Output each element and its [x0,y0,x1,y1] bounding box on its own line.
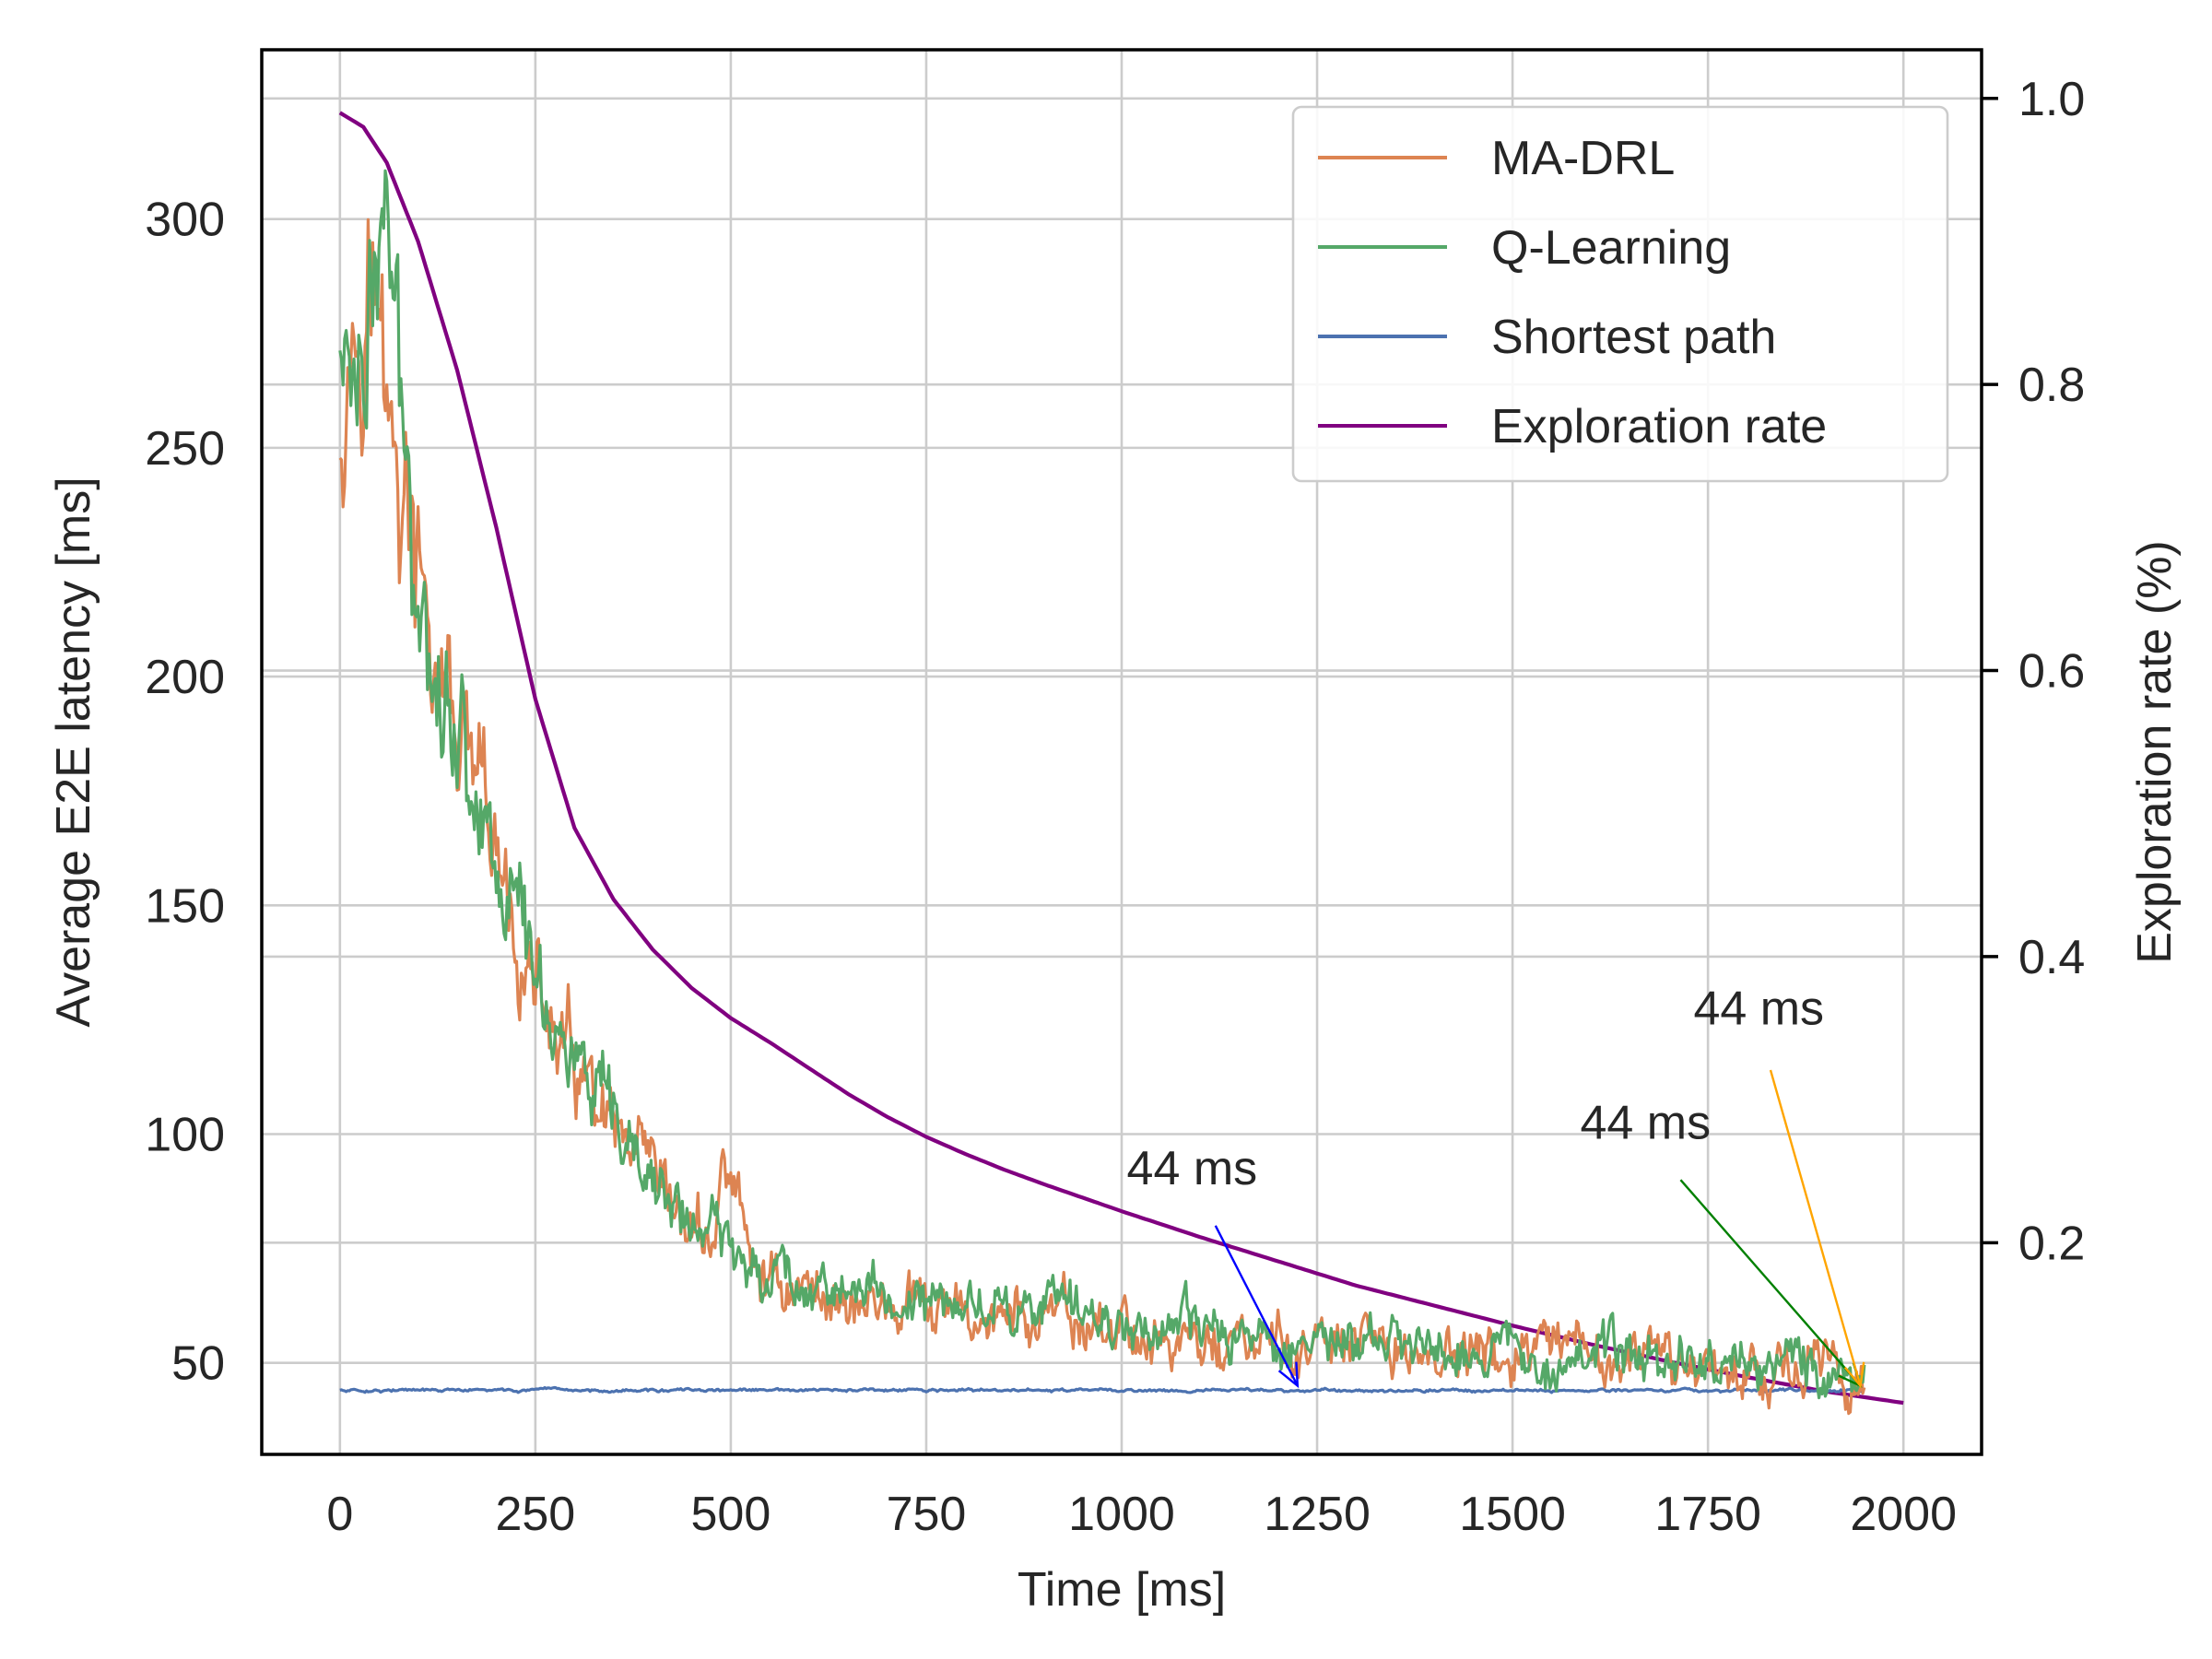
annotation-label-1: 44 ms [1127,1142,1258,1195]
annotation-label-3: 44 ms [1693,982,1824,1035]
y-left-axis-ticks: 50 100 150 200 250 300 [145,194,225,1391]
x-tick-label-1750: 1750 [1654,1488,1761,1541]
annotation-arrowhead-3 [1843,1361,1865,1389]
plot-frame [260,48,1983,1456]
y-right-tick-label-0-8: 0.8 [2018,359,2085,412]
legend: MA-DRL Q-Learning Shortest path Explorat… [1291,105,1949,483]
y-left-tick-label-50: 50 [171,1337,225,1391]
legend-label-ma-drl: MA-DRL [1491,132,1675,185]
y-right-axis-label: Exploration rate (%) [2128,540,2182,964]
series-line-shortest-path [339,1385,1865,1394]
y-left-tick-label-300: 300 [145,194,225,247]
x-tick-label-500: 500 [691,1488,771,1541]
y-left-tick-label-200: 200 [145,651,225,704]
y-left-axis-label: Average E2E latency [ms] [47,477,100,1027]
annotation-layer: 44 ms 44 ms 44 ms [1127,982,1865,1389]
x-tick-label-1000: 1000 [1068,1488,1175,1541]
legend-label-shortest-path: Shortest path [1491,311,1776,364]
series-layer [338,111,1904,1416]
x-tick-label-1250: 1250 [1264,1488,1371,1541]
annotation-arrow-2 [1679,1179,1862,1387]
y-right-axis-ticks: 0.2 0.4 0.6 0.8 1.0 [1982,73,2085,1270]
y-right-tick-label-0-4: 0.4 [2018,931,2085,984]
y-right-tick-label-1-0: 1.0 [2018,73,2085,126]
x-axis-label: Time [ms] [1018,1563,1226,1617]
x-tick-label-1500: 1500 [1459,1488,1566,1541]
series-line-ma-drl [338,218,1866,1416]
x-tick-label-2000: 2000 [1850,1488,1957,1541]
y-left-tick-label-250: 250 [145,422,225,476]
y-left-tick-label-100: 100 [145,1109,225,1162]
annotation-arrow-3 [1769,1069,1862,1386]
annotation-label-2: 44 ms [1580,1096,1711,1149]
annotation-arrowhead-1 [1277,1361,1300,1389]
legend-label-q-learning: Q-Learning [1491,221,1731,275]
legend-label-exploration-rate: Exploration rate [1491,400,1827,453]
series-line-q-learning [338,169,1866,1400]
x-tick-label-750: 750 [887,1488,967,1541]
y-right-tick-label-0-6: 0.6 [2018,645,2085,699]
y-right-tick-label-0-2: 0.2 [2018,1217,2085,1270]
x-tick-label-0: 0 [326,1488,353,1541]
x-axis-ticks: 0 250 500 750 1000 1250 1500 1750 2000 [326,1488,1957,1541]
y-left-tick-label-150: 150 [145,879,225,933]
legend-frame [1291,105,1949,483]
annotation-arrow-1 [1214,1225,1299,1387]
x-tick-label-250: 250 [495,1488,575,1541]
